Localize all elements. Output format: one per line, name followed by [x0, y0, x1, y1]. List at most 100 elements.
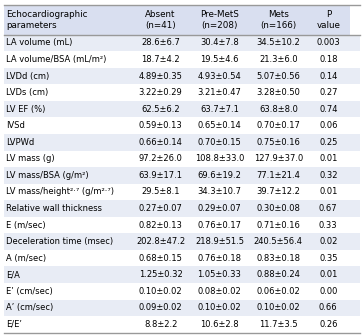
- Text: LVDd (cm): LVDd (cm): [6, 72, 49, 81]
- Text: 19.5±4.6: 19.5±4.6: [200, 55, 239, 64]
- Bar: [4, 134, 360, 151]
- Text: Pre-MetS
(n=208): Pre-MetS (n=208): [200, 10, 239, 30]
- Text: 0.70±0.15: 0.70±0.15: [198, 138, 241, 147]
- Text: 240.5±56.4: 240.5±56.4: [254, 237, 303, 246]
- Text: 18.7±4.2: 18.7±4.2: [141, 55, 180, 64]
- Text: Deceleration time (msec): Deceleration time (msec): [6, 237, 113, 246]
- Text: 0.71±0.16: 0.71±0.16: [256, 220, 300, 229]
- Text: Echocardiographic
parameters: Echocardiographic parameters: [6, 10, 87, 30]
- Text: LV mass/BSA (g/m²): LV mass/BSA (g/m²): [6, 171, 88, 180]
- Text: LV mass (g): LV mass (g): [6, 154, 55, 163]
- Text: 11.7±3.5: 11.7±3.5: [259, 320, 298, 329]
- Text: P
value: P value: [316, 10, 340, 30]
- Text: 0.74: 0.74: [319, 104, 337, 114]
- Text: 4.89±0.35: 4.89±0.35: [139, 72, 182, 81]
- Text: 4.93±0.54: 4.93±0.54: [198, 72, 241, 81]
- Text: 0.10±0.02: 0.10±0.02: [198, 303, 241, 312]
- Text: Absent
(n=41): Absent (n=41): [145, 10, 176, 30]
- Text: 0.70±0.17: 0.70±0.17: [256, 121, 300, 130]
- Bar: [4, 5, 132, 35]
- Text: 0.65±0.14: 0.65±0.14: [198, 121, 241, 130]
- Text: E’ (cm/sec): E’ (cm/sec): [6, 287, 52, 296]
- Text: Relative wall thickness: Relative wall thickness: [6, 204, 102, 213]
- Text: A (m/sec): A (m/sec): [6, 254, 46, 263]
- Text: 0.003: 0.003: [316, 38, 340, 47]
- Text: 0.66: 0.66: [319, 303, 337, 312]
- Text: 3.28±0.50: 3.28±0.50: [256, 88, 300, 97]
- Text: 218.9±51.5: 218.9±51.5: [195, 237, 244, 246]
- Text: 0.10±0.02: 0.10±0.02: [257, 303, 300, 312]
- Text: 0.01: 0.01: [319, 270, 337, 279]
- Text: 30.4±7.8: 30.4±7.8: [200, 38, 239, 47]
- Text: 127.9±37.0: 127.9±37.0: [254, 154, 303, 163]
- Text: 0.66±0.14: 0.66±0.14: [139, 138, 182, 147]
- Text: 0.33: 0.33: [319, 220, 337, 229]
- Text: 28.6±6.7: 28.6±6.7: [141, 38, 180, 47]
- Text: 108.8±33.0: 108.8±33.0: [195, 154, 244, 163]
- Bar: [4, 250, 360, 266]
- Bar: [4, 266, 360, 283]
- Text: 0.27±0.07: 0.27±0.07: [139, 204, 182, 213]
- Text: 0.10±0.02: 0.10±0.02: [139, 287, 182, 296]
- Bar: [4, 101, 360, 117]
- Text: 63.7±7.1: 63.7±7.1: [200, 104, 239, 114]
- Text: Mets
(n=166): Mets (n=166): [260, 10, 296, 30]
- Text: 0.08±0.02: 0.08±0.02: [198, 287, 241, 296]
- Text: 3.21±0.47: 3.21±0.47: [198, 88, 241, 97]
- Bar: [4, 68, 360, 84]
- Text: 0.83±0.18: 0.83±0.18: [256, 254, 300, 263]
- Text: 10.6±2.8: 10.6±2.8: [200, 320, 239, 329]
- Text: LA volume/BSA (mL/m²): LA volume/BSA (mL/m²): [6, 55, 106, 64]
- Text: 34.3±10.7: 34.3±10.7: [197, 187, 241, 197]
- Text: 0.26: 0.26: [319, 320, 337, 329]
- Text: 0.75±0.16: 0.75±0.16: [256, 138, 300, 147]
- Bar: [4, 84, 360, 101]
- Text: 1.25±0.32: 1.25±0.32: [139, 270, 182, 279]
- Text: 77.1±21.4: 77.1±21.4: [256, 171, 300, 180]
- Text: 0.29±0.07: 0.29±0.07: [198, 204, 241, 213]
- Bar: [4, 316, 360, 333]
- Bar: [4, 283, 360, 299]
- Text: 34.5±10.2: 34.5±10.2: [257, 38, 300, 47]
- Text: 21.3±6.0: 21.3±6.0: [259, 55, 298, 64]
- Text: 97.2±26.0: 97.2±26.0: [139, 154, 182, 163]
- Text: LV mass/height²·⁷ (g/m²·⁷): LV mass/height²·⁷ (g/m²·⁷): [6, 187, 114, 197]
- Text: IVSd: IVSd: [6, 121, 25, 130]
- Text: 202.8±47.2: 202.8±47.2: [136, 237, 185, 246]
- Bar: [4, 117, 360, 134]
- Text: E (m/sec): E (m/sec): [6, 220, 46, 229]
- Text: LVPWd: LVPWd: [6, 138, 34, 147]
- Text: 63.9±17.1: 63.9±17.1: [139, 171, 183, 180]
- Bar: [132, 5, 189, 35]
- Bar: [4, 151, 360, 167]
- Text: 0.06: 0.06: [319, 121, 337, 130]
- Text: LV EF (%): LV EF (%): [6, 104, 45, 114]
- Text: 62.5±6.2: 62.5±6.2: [141, 104, 180, 114]
- Text: 0.06±0.02: 0.06±0.02: [257, 287, 300, 296]
- Text: 0.18: 0.18: [319, 55, 337, 64]
- Text: 8.8±2.2: 8.8±2.2: [144, 320, 177, 329]
- Text: E/A: E/A: [6, 270, 20, 279]
- Text: 0.14: 0.14: [319, 72, 337, 81]
- Text: 0.88±0.24: 0.88±0.24: [256, 270, 300, 279]
- Text: 0.25: 0.25: [319, 138, 337, 147]
- Bar: [4, 183, 360, 200]
- Text: 3.22±0.29: 3.22±0.29: [139, 88, 182, 97]
- Bar: [4, 217, 360, 233]
- Text: LA volume (mL): LA volume (mL): [6, 38, 72, 47]
- Text: 0.01: 0.01: [319, 187, 337, 197]
- Text: 0.00: 0.00: [319, 287, 337, 296]
- Bar: [4, 299, 360, 316]
- Text: 29.5±8.1: 29.5±8.1: [141, 187, 180, 197]
- Text: 0.02: 0.02: [319, 237, 337, 246]
- Text: E/E’: E/E’: [6, 320, 22, 329]
- Text: 39.7±12.2: 39.7±12.2: [256, 187, 300, 197]
- Text: LVDs (cm): LVDs (cm): [6, 88, 48, 97]
- Text: 0.32: 0.32: [319, 171, 337, 180]
- Text: 0.76±0.18: 0.76±0.18: [197, 254, 241, 263]
- Text: 0.76±0.17: 0.76±0.17: [197, 220, 241, 229]
- Text: 1.05±0.33: 1.05±0.33: [198, 270, 241, 279]
- Text: 0.82±0.13: 0.82±0.13: [139, 220, 182, 229]
- Bar: [4, 167, 360, 183]
- Bar: [4, 200, 360, 217]
